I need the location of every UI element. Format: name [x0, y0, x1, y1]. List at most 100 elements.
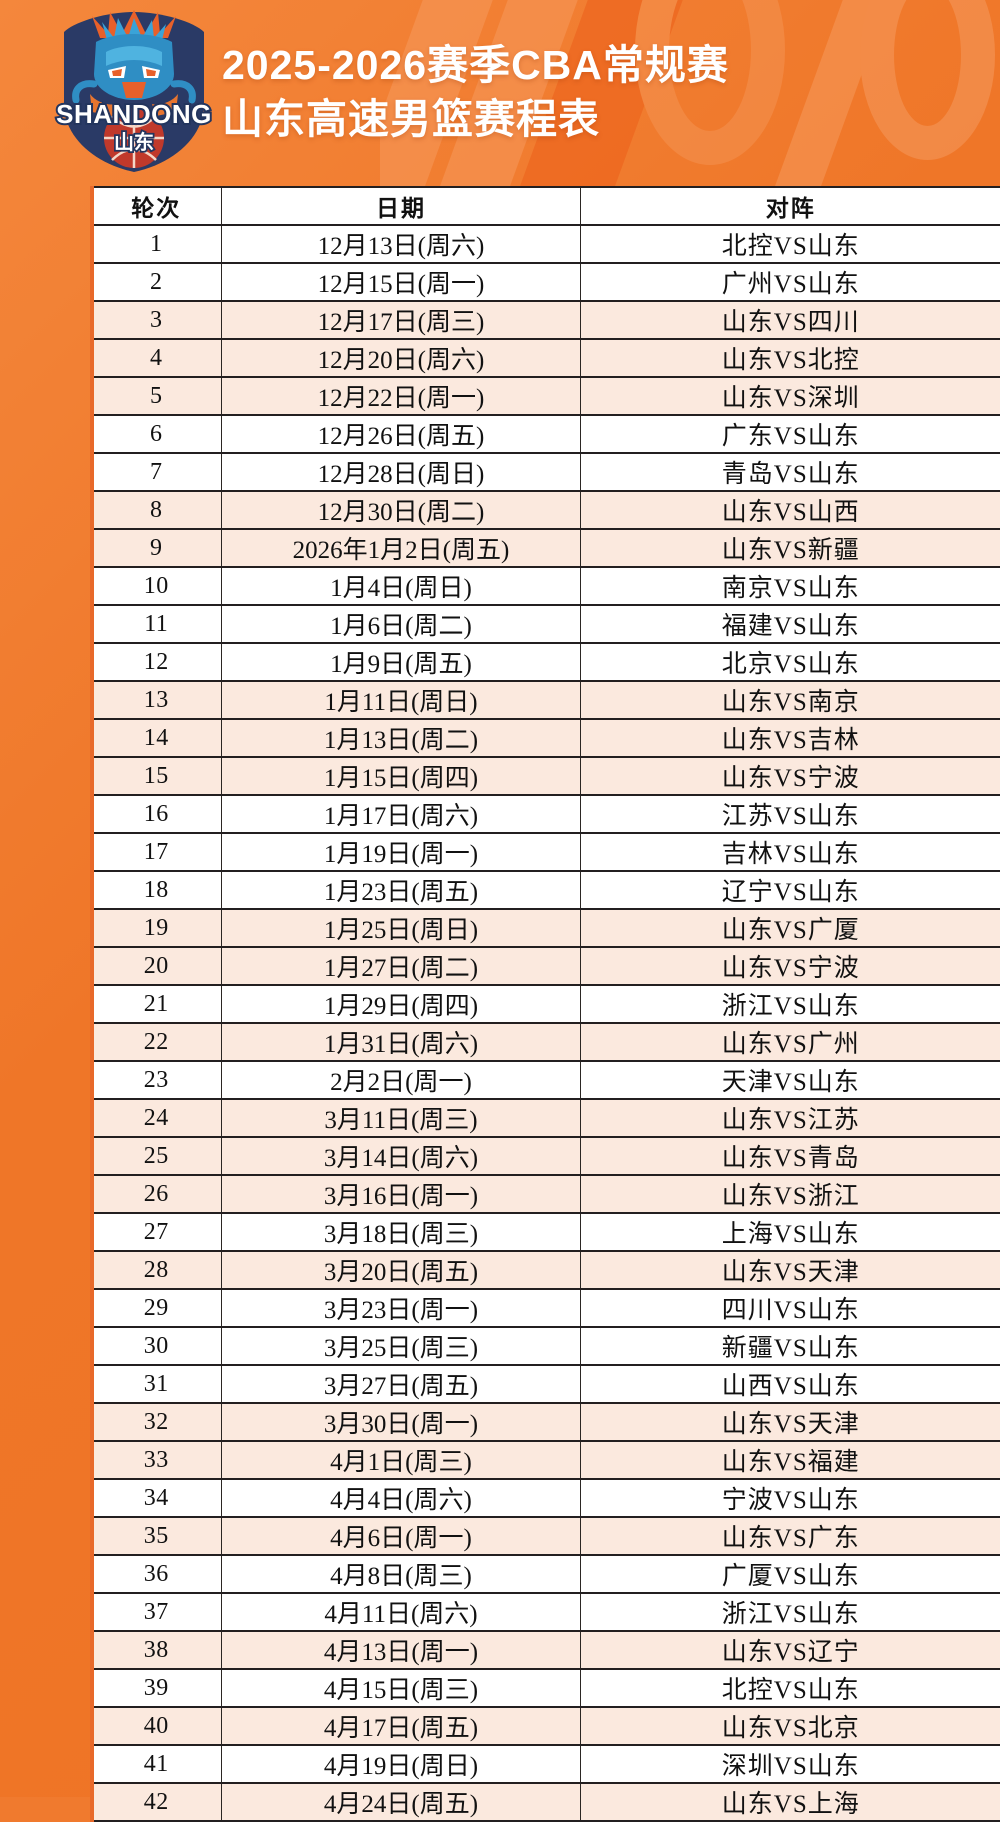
svg-text:山东: 山东 — [114, 130, 154, 154]
cell-match: 山东VS天津 — [581, 1251, 1000, 1289]
cell-round: 28 — [91, 1251, 222, 1289]
cell-date: 12月13日(周六) — [222, 225, 581, 263]
cell-date: 3月27日(周五) — [222, 1365, 581, 1403]
cell-round: 15 — [91, 757, 222, 795]
cell-round: 3 — [91, 301, 222, 339]
cell-round: 24 — [91, 1099, 222, 1137]
cell-date: 3月30日(周一) — [222, 1403, 581, 1441]
cell-match: 宁波VS山东 — [581, 1479, 1000, 1517]
cell-match: 青岛VS山东 — [581, 453, 1000, 491]
cell-match: 山东VS北京 — [581, 1707, 1000, 1745]
cell-round: 2 — [91, 263, 222, 301]
cell-round: 12 — [91, 643, 222, 681]
cell-date: 3月11日(周三) — [222, 1099, 581, 1137]
cell-match: 山东VS辽宁 — [581, 1631, 1000, 1669]
svg-text:SHANDONG: SHANDONG — [56, 99, 212, 129]
cell-date: 1月9日(周五) — [222, 643, 581, 681]
cell-date: 1月6日(周二) — [222, 605, 581, 643]
cell-round: 11 — [91, 605, 222, 643]
cell-match: 山东VS上海 — [581, 1783, 1000, 1821]
cell-date: 4月15日(周三) — [222, 1669, 581, 1707]
cell-round: 7 — [91, 453, 222, 491]
cell-date: 3月14日(周六) — [222, 1137, 581, 1175]
cell-match: 北控VS山东 — [581, 225, 1000, 263]
cell-date: 12月26日(周五) — [222, 415, 581, 453]
cell-round: 29 — [91, 1289, 222, 1327]
cell-date: 4月8日(周三) — [222, 1555, 581, 1593]
cell-round: 13 — [91, 681, 222, 719]
cell-match: 广东VS山东 — [581, 415, 1000, 453]
column-header-match: 对阵 — [581, 187, 1000, 225]
cell-match: 天津VS山东 — [581, 1061, 1000, 1099]
cell-match: 山东VS青岛 — [581, 1137, 1000, 1175]
cell-round: 22 — [91, 1023, 222, 1061]
cell-date: 3月23日(周一) — [222, 1289, 581, 1327]
cell-date: 4月24日(周五) — [222, 1783, 581, 1821]
cell-round: 37 — [91, 1593, 222, 1631]
cell-match: 北京VS山东 — [581, 643, 1000, 681]
cell-match: 山西VS山东 — [581, 1365, 1000, 1403]
cell-date: 1月17日(周六) — [222, 795, 581, 833]
cell-match: 北控VS山东 — [581, 1669, 1000, 1707]
cell-match: 山东VS深圳 — [581, 377, 1000, 415]
cell-date: 12月28日(周日) — [222, 453, 581, 491]
cell-round: 38 — [91, 1631, 222, 1669]
cell-round: 27 — [91, 1213, 222, 1251]
cell-match: 山东VS江苏 — [581, 1099, 1000, 1137]
cell-date: 4月11日(周六) — [222, 1593, 581, 1631]
cell-match: 山东VS广东 — [581, 1517, 1000, 1555]
cell-date: 4月19日(周日) — [222, 1745, 581, 1783]
cell-match: 广州VS山东 — [581, 263, 1000, 301]
cell-match: 山东VS浙江 — [581, 1175, 1000, 1213]
cell-round: 19 — [91, 909, 222, 947]
cell-date: 1月19日(周一) — [222, 833, 581, 871]
cell-date: 12月15日(周一) — [222, 263, 581, 301]
cell-date: 12月17日(周三) — [222, 301, 581, 339]
title-line-2: 山东高速男篮赛程表 — [222, 92, 922, 146]
cell-date: 12月30日(周二) — [222, 491, 581, 529]
cell-round: 18 — [91, 871, 222, 909]
cell-date: 12月22日(周一) — [222, 377, 581, 415]
cell-match: 山东VS宁波 — [581, 757, 1000, 795]
cell-match: 辽宁VS山东 — [581, 871, 1000, 909]
cell-round: 42 — [91, 1783, 222, 1821]
cell-match: 南京VS山东 — [581, 567, 1000, 605]
cell-date: 4月4日(周六) — [222, 1479, 581, 1517]
cell-round: 5 — [91, 377, 222, 415]
cell-date: 12月20日(周六) — [222, 339, 581, 377]
cell-round: 20 — [91, 947, 222, 985]
cell-match: 福建VS山东 — [581, 605, 1000, 643]
cell-round: 26 — [91, 1175, 222, 1213]
cell-date: 1月15日(周四) — [222, 757, 581, 795]
cell-date: 1月31日(周六) — [222, 1023, 581, 1061]
cell-round: 41 — [91, 1745, 222, 1783]
cell-match: 山东VS宁波 — [581, 947, 1000, 985]
cell-round: 25 — [91, 1137, 222, 1175]
cell-round: 17 — [91, 833, 222, 871]
cell-date: 3月18日(周三) — [222, 1213, 581, 1251]
cell-date: 3月20日(周五) — [222, 1251, 581, 1289]
cell-match: 上海VS山东 — [581, 1213, 1000, 1251]
cell-match: 山东VS福建 — [581, 1441, 1000, 1479]
title-line-1: 2025-2026赛季CBA常规赛 — [222, 38, 922, 92]
cell-date: 1月29日(周四) — [222, 985, 581, 1023]
